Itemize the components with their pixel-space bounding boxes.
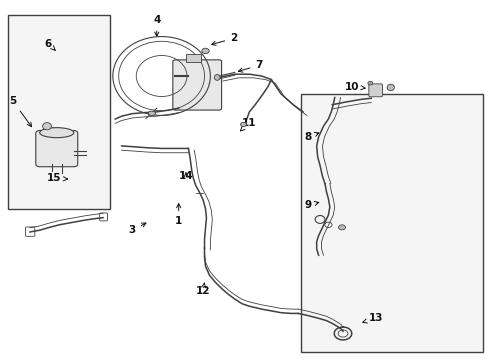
- Ellipse shape: [148, 111, 155, 116]
- Text: 3: 3: [128, 223, 146, 235]
- Text: 15: 15: [47, 173, 67, 183]
- FancyBboxPatch shape: [172, 60, 221, 110]
- Ellipse shape: [338, 225, 345, 230]
- Ellipse shape: [367, 81, 372, 85]
- Ellipse shape: [40, 128, 74, 138]
- Text: 8: 8: [304, 132, 318, 142]
- Text: 2: 2: [211, 33, 237, 45]
- Ellipse shape: [202, 48, 209, 54]
- Ellipse shape: [240, 122, 246, 127]
- Bar: [300, 94, 483, 352]
- Ellipse shape: [386, 84, 394, 91]
- Ellipse shape: [42, 123, 51, 130]
- Text: 9: 9: [304, 200, 318, 210]
- Text: 10: 10: [344, 82, 365, 92]
- FancyBboxPatch shape: [368, 84, 382, 97]
- Bar: [185, 54, 200, 62]
- FancyBboxPatch shape: [36, 131, 78, 167]
- Text: 1: 1: [175, 204, 182, 226]
- Text: 5: 5: [9, 96, 32, 127]
- Text: 4: 4: [153, 15, 160, 36]
- Text: 6: 6: [45, 39, 55, 50]
- Text: 13: 13: [362, 313, 383, 323]
- Text: 14: 14: [178, 171, 193, 181]
- Text: 7: 7: [238, 60, 262, 72]
- Text: 11: 11: [240, 118, 256, 131]
- Bar: [8, 15, 110, 209]
- Ellipse shape: [214, 75, 220, 80]
- Text: 12: 12: [195, 283, 210, 296]
